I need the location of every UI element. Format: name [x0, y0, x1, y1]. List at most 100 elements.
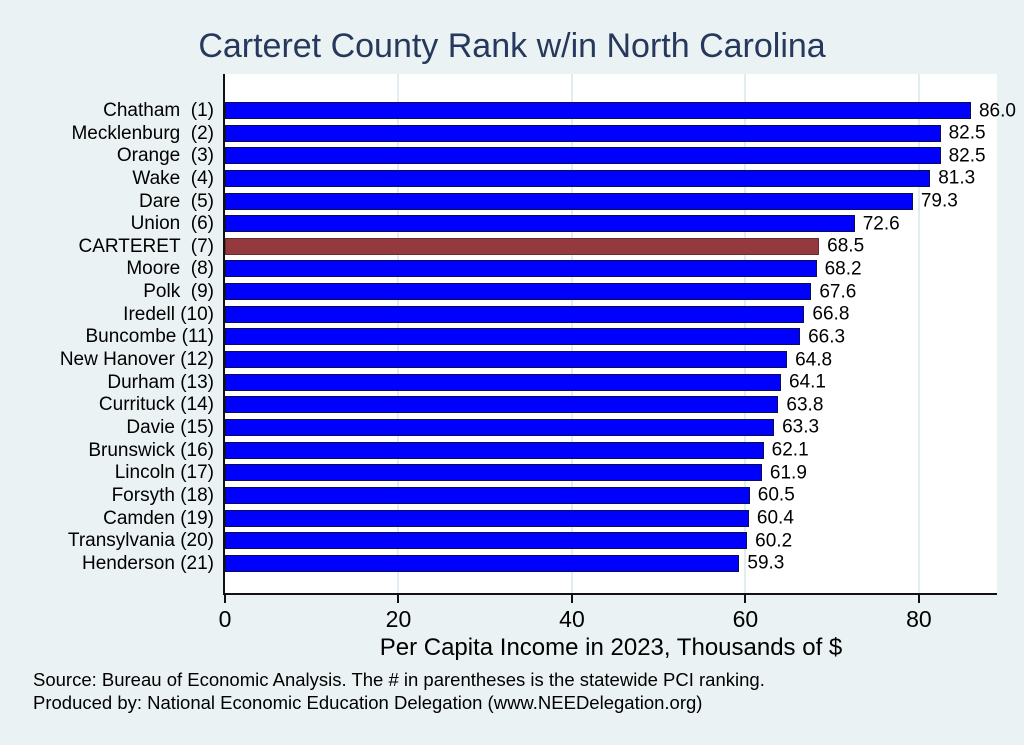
gridline — [917, 74, 920, 593]
bar-track: 67.6 — [225, 281, 997, 303]
bar-row: Davie (15) 63.3 — [0, 416, 997, 438]
bar-track: 68.2 — [225, 259, 997, 278]
footnotes: Source: Bureau of Economic Analysis. The… — [33, 669, 1013, 714]
bar-track: 79.3 — [225, 190, 997, 212]
tick-mark — [744, 595, 747, 603]
bar — [225, 260, 817, 278]
bar — [225, 418, 775, 436]
bar-row: Camden (19) 60.4 — [0, 507, 997, 529]
value-label: 68.5 — [827, 235, 865, 257]
bar-track: 82.5 — [225, 146, 997, 165]
county-label: Mecklenburg (2) — [71, 122, 214, 144]
county-label: Durham (13) — [107, 371, 214, 393]
produced-by-note: Produced by: National Economic Education… — [33, 691, 703, 713]
tick-mark — [224, 595, 226, 603]
county-label: Polk (9) — [143, 281, 214, 303]
bar — [225, 169, 931, 187]
bar-row: Orange (3) 82.5 — [0, 145, 997, 167]
tick-label: 0 — [218, 606, 232, 632]
bar-track: 64.1 — [225, 371, 997, 393]
bar — [225, 237, 820, 255]
tick-label: 20 — [385, 606, 412, 632]
county-label: Moore (8) — [126, 258, 214, 280]
bar-row: Currituck (14) 63.8 — [0, 394, 997, 416]
value-label: 66.8 — [812, 303, 850, 325]
value-label: 62.1 — [771, 439, 809, 461]
bar-row: Henderson (21) 59.3 — [0, 552, 997, 574]
county-label: Transylvania (20) — [67, 530, 214, 552]
bar-row: New Hanover (12) 64.8 — [0, 349, 997, 371]
bar-track: 60.4 — [225, 509, 997, 528]
bar — [225, 554, 740, 572]
county-label: Chatham (1) — [103, 100, 214, 121]
bar — [225, 192, 913, 210]
county-label: Camden (19) — [103, 507, 214, 529]
value-label: 72.6 — [862, 213, 900, 235]
bar-row: Dare (5) 79.3 — [0, 190, 997, 212]
bar-track: 66.3 — [225, 327, 997, 346]
value-label: 63.3 — [782, 416, 820, 438]
bar-row: Polk (9) 67.6 — [0, 281, 997, 303]
tick-mark — [570, 595, 573, 603]
bar-track: 72.6 — [225, 213, 997, 235]
value-label: 59.3 — [747, 552, 785, 574]
bar-track: 63.3 — [225, 416, 997, 438]
bar-row: CARTERET (7) 68.5 — [0, 235, 997, 257]
county-label: Henderson (21) — [81, 552, 214, 574]
bar — [225, 486, 750, 504]
value-label: 60.2 — [755, 530, 793, 552]
county-label: CARTERET (7) — [78, 235, 215, 257]
tick-label: 40 — [559, 606, 585, 632]
bar-row: Wake (4) 81.3 — [0, 167, 997, 189]
bar-row: Mecklenburg (2) 82.5 — [0, 122, 997, 144]
bar-track: 62.1 — [225, 439, 997, 461]
value-label: 79.3 — [920, 190, 958, 212]
bar-rows: Chatham (1) 86.0 Mecklenburg (2) 82.5 Or… — [0, 100, 1016, 574]
bar-track: 61.9 — [225, 463, 997, 482]
bar — [225, 283, 812, 301]
bar-row: Iredell (10) 66.8 — [0, 303, 997, 325]
county-label: Orange (3) — [116, 145, 214, 167]
bar-row: Moore (8) 68.2 — [0, 258, 997, 280]
bar-track: 81.3 — [225, 167, 997, 189]
value-label: 64.8 — [795, 349, 833, 371]
bar-row: Transylvania (20) 60.2 — [0, 530, 997, 552]
bar — [225, 147, 941, 165]
bar — [225, 464, 762, 482]
bar-track: 63.8 — [225, 394, 997, 416]
tick-label: 80 — [906, 606, 932, 632]
bar — [225, 124, 941, 142]
bar-track: 59.3 — [225, 552, 997, 574]
bar — [225, 532, 748, 550]
county-label: Brunswick (16) — [88, 439, 214, 461]
bar — [225, 351, 788, 369]
county-label: Dare (5) — [139, 190, 214, 212]
bar — [225, 396, 779, 414]
value-label: 63.8 — [786, 394, 824, 416]
bar-row: Lincoln (17) 61.9 — [0, 463, 997, 482]
bar-track: 82.5 — [225, 124, 997, 143]
value-label: 64.1 — [789, 371, 826, 393]
county-label: Buncombe (11) — [85, 326, 215, 348]
value-label: 67.6 — [819, 281, 857, 303]
bar-row: Brunswick (16) 62.1 — [0, 439, 997, 461]
bar-track: 68.5 — [225, 235, 997, 257]
value-label: 81.3 — [938, 167, 976, 189]
county-label: Iredell (10) — [123, 303, 214, 325]
tick-label: 60 — [732, 606, 759, 632]
tick-mark — [397, 595, 400, 603]
bar-row: Union (6) 72.6 — [0, 213, 997, 235]
bar-track: 86.0 — [225, 101, 1016, 120]
bar — [225, 373, 781, 391]
tick-mark — [917, 595, 920, 603]
x-axis-title: Per Capita Income in 2023, Thousands of … — [379, 634, 843, 661]
source-note: Source: Bureau of Economic Analysis. The… — [33, 669, 765, 690]
bar-track: 60.5 — [225, 486, 997, 505]
county-label: Union (6) — [130, 213, 214, 235]
county-label: New Hanover (12) — [59, 349, 214, 371]
bar-row: Durham (13) 64.1 — [0, 371, 997, 393]
x-axis-ticks: 0 20 40 60 80 — [219, 595, 997, 645]
county-label: Currituck (14) — [98, 394, 214, 416]
bar — [225, 509, 749, 527]
